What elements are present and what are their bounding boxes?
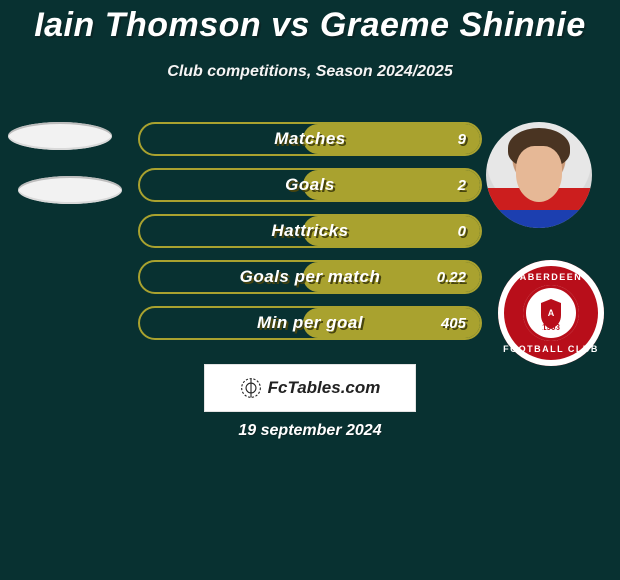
fctables-brand-text: FcTables.com <box>268 378 381 398</box>
stat-bar-row: Min per goal405 <box>138 306 482 340</box>
stat-bar-label: Min per goal <box>140 308 480 338</box>
svg-text:A: A <box>548 308 555 318</box>
player-right-avatar <box>486 122 592 228</box>
badge-top-text: ABERDEEN <box>498 272 604 282</box>
stat-bar-row: Goals per match0.22 <box>138 260 482 294</box>
stat-bar-label: Goals per match <box>140 262 480 292</box>
stat-bar-row: Hattricks0 <box>138 214 482 248</box>
page-title: Iain Thomson vs Graeme Shinnie <box>0 0 620 45</box>
stat-bar-value: 405 <box>441 308 466 338</box>
date-text: 19 september 2024 <box>0 422 620 440</box>
badge-stars-icon: ★ ★ <box>540 327 563 336</box>
subtitle: Club competitions, Season 2024/2025 <box>0 63 620 81</box>
fctables-watermark: FcTables.com <box>204 364 416 412</box>
stat-bar-value: 2 <box>458 170 466 200</box>
stat-bar-value: 0 <box>458 216 466 246</box>
club-badge: ABERDEEN A 1903 ★ ★ FOOTBALL CLUB <box>498 260 604 366</box>
stat-bar-label: Matches <box>140 124 480 154</box>
badge-bottom-text: FOOTBALL CLUB <box>498 344 604 354</box>
stat-bar-label: Hattricks <box>140 216 480 246</box>
player-left-avatar-placeholder-1 <box>8 122 112 150</box>
stat-bar-value: 0.22 <box>437 262 466 292</box>
player-left-avatar-placeholder-2 <box>18 176 122 204</box>
stat-bar-label: Goals <box>140 170 480 200</box>
stat-bar-row: Goals2 <box>138 168 482 202</box>
stat-bars: Matches9Goals2Hattricks0Goals per match0… <box>138 122 482 352</box>
stat-bar-value: 9 <box>458 124 466 154</box>
fctables-logo-icon <box>240 377 262 399</box>
stat-bar-row: Matches9 <box>138 122 482 156</box>
